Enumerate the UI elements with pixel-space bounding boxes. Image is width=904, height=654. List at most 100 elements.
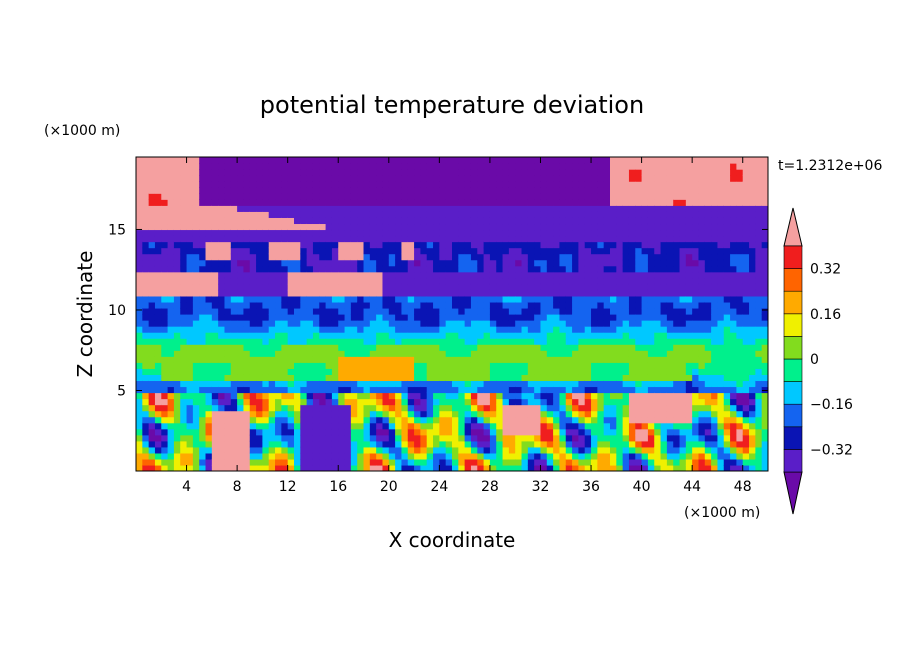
heatmap-cell [470, 235, 478, 243]
heatmap-cell [350, 217, 358, 225]
heatmap-cell [300, 247, 308, 255]
heatmap-cell [136, 217, 143, 225]
heatmap-cell [142, 241, 150, 249]
heatmap-cell [439, 193, 447, 200]
heatmap-cell [325, 247, 333, 255]
heatmap-cell [521, 464, 529, 471]
heatmap-cell [325, 259, 333, 267]
heatmap-cell [306, 338, 314, 345]
heatmap-cell [458, 320, 466, 327]
heatmap-cell [597, 374, 605, 382]
heatmap-cell [395, 169, 403, 176]
heatmap-cell [275, 307, 282, 315]
heatmap-cell [224, 283, 232, 291]
heatmap-cell [641, 422, 649, 430]
heatmap-cell [287, 295, 295, 303]
heatmap-cell [572, 229, 579, 237]
heatmap-cell [439, 320, 447, 327]
heatmap-cell [565, 217, 573, 225]
heatmap-cell [350, 271, 358, 279]
heatmap-cell [704, 289, 712, 297]
heatmap-cell [515, 398, 523, 406]
heatmap-cell [249, 434, 257, 442]
heatmap-cell [426, 356, 434, 363]
heatmap-cell [205, 362, 213, 369]
heatmap-cell [414, 217, 421, 225]
heatmap-cell [256, 301, 263, 309]
heatmap-cell [382, 223, 390, 231]
heatmap-cell [452, 259, 459, 267]
heatmap-cell [186, 223, 194, 231]
heatmap-cell [414, 344, 421, 351]
heatmap-cell [243, 392, 251, 400]
heatmap-cell [584, 265, 592, 273]
heatmap-cell [319, 410, 327, 418]
heatmap-cell [161, 446, 169, 454]
heatmap-cell [363, 452, 371, 460]
heatmap-cell [281, 187, 289, 194]
heatmap-cell [439, 338, 447, 345]
heatmap-cell [673, 332, 681, 339]
heatmap-cell [319, 259, 327, 267]
heatmap-cell [224, 446, 232, 454]
heatmap-cell [553, 416, 561, 424]
heatmap-cell [249, 362, 257, 369]
heatmap-cell [312, 181, 320, 188]
heatmap-cell [350, 175, 358, 182]
heatmap-cell [376, 169, 384, 176]
heatmap-cell [673, 428, 681, 436]
heatmap-cell [294, 229, 301, 237]
heatmap-cell [565, 283, 573, 291]
heatmap-cell [685, 368, 693, 375]
heatmap-cell [369, 307, 377, 315]
heatmap-cell [331, 428, 339, 436]
heatmap-cell [262, 398, 270, 406]
heatmap-cell [698, 410, 706, 418]
heatmap-cell [338, 157, 346, 164]
heatmap-cell [647, 259, 655, 267]
heatmap-cell [230, 175, 238, 182]
heatmap-cell [641, 217, 649, 225]
heatmap-cell [325, 169, 333, 176]
heatmap-cell [407, 464, 415, 471]
heatmap-cell [622, 265, 630, 273]
heatmap-cell [654, 326, 662, 333]
heatmap-cell [527, 344, 535, 351]
heatmap-cell [736, 344, 744, 351]
heatmap-cell [180, 404, 188, 412]
heatmap-cell [211, 301, 219, 309]
heatmap-cell [508, 314, 516, 321]
heatmap-cell [218, 193, 226, 200]
heatmap-cell [685, 344, 693, 351]
heatmap-cell [597, 211, 605, 218]
heatmap-cell [489, 253, 497, 261]
heatmap-cell [388, 241, 396, 249]
heatmap-cell [559, 446, 567, 454]
heatmap-cell [414, 464, 421, 471]
heatmap-cell [717, 193, 725, 200]
heatmap-cell [654, 295, 662, 303]
heatmap-cell [584, 368, 592, 375]
heatmap-cell [679, 229, 687, 237]
heatmap-cell [647, 338, 655, 345]
heatmap-cell [452, 235, 459, 243]
heatmap-cell [388, 404, 396, 412]
heatmap-cell [464, 229, 472, 237]
heatmap-cell [369, 247, 377, 255]
heatmap-cell [496, 193, 504, 200]
heatmap-cell [540, 392, 548, 400]
heatmap-cell [243, 326, 251, 333]
heatmap-cell [205, 307, 213, 315]
heatmap-cell [698, 187, 706, 194]
heatmap-cell [180, 368, 188, 375]
heatmap-cell [376, 464, 384, 471]
heatmap-cell [167, 374, 175, 382]
heatmap-cell [660, 416, 668, 424]
heatmap-cell [534, 458, 542, 466]
heatmap-cell [622, 458, 630, 466]
heatmap-cell [363, 283, 371, 291]
heatmap-cell [420, 410, 428, 418]
heatmap-cell [319, 344, 327, 351]
heatmap-cell [199, 199, 207, 206]
heatmap-cell [281, 169, 289, 176]
